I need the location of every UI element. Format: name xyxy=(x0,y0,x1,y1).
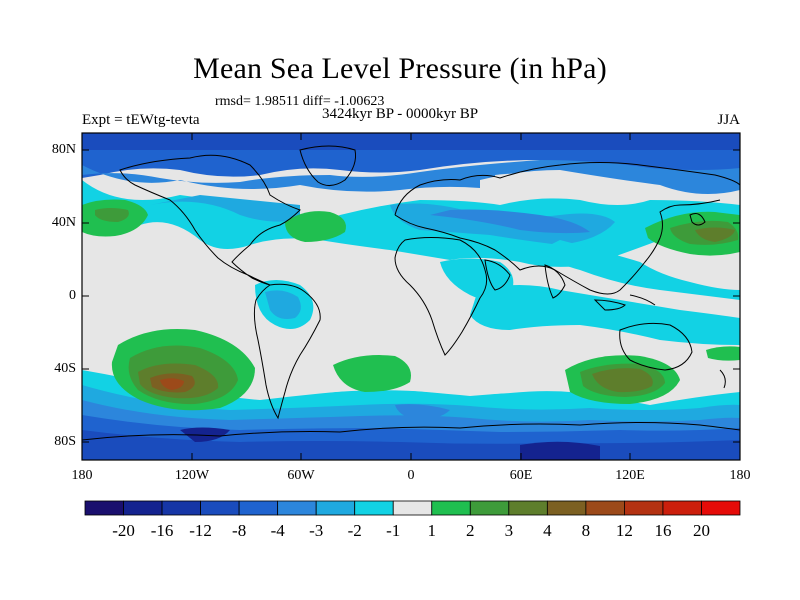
colorbar-label: 3 xyxy=(505,521,514,540)
colorbar-box xyxy=(624,500,664,516)
lat-label-40n: 40N xyxy=(51,215,76,230)
colorbar-box xyxy=(546,500,587,516)
colorbar-label: -16 xyxy=(151,521,174,540)
colorbar-label: 12 xyxy=(616,521,633,540)
rmsd-diff-stats: rmsd= 1.98511 diff= -1.00623 xyxy=(215,94,385,109)
lon-label-0: 0 xyxy=(407,468,415,483)
lon-label-180e: 180 xyxy=(729,468,751,483)
lon-label-60e: 60E xyxy=(509,468,533,483)
colorbar-label: 4 xyxy=(543,521,552,540)
lat-label-0: 0 xyxy=(69,288,76,303)
experiment-label: Expt = tEWtg-tevta xyxy=(82,112,200,128)
colorbar-box xyxy=(277,500,317,516)
season-label: JJA xyxy=(717,112,740,128)
lon-label-120e: 120E xyxy=(615,468,645,483)
colorbar-box xyxy=(123,500,163,516)
lat-label-80n: 80N xyxy=(51,142,76,157)
colorbar-label: -2 xyxy=(348,521,362,540)
colorbar-label: -12 xyxy=(189,521,212,540)
colorbar-label: 16 xyxy=(654,521,671,540)
colorbar-box xyxy=(354,500,394,516)
colorbar-label: 20 xyxy=(693,521,710,540)
colorbar-label: 1 xyxy=(428,521,437,540)
colorbar-box xyxy=(508,500,548,516)
lon-label-60w: 60W xyxy=(287,468,315,483)
lat-label-80s: 80S xyxy=(54,434,76,449)
colorbar-label: 8 xyxy=(582,521,591,540)
colorbar-labels: -20 -16 -12 -8 -4 -3 -2 -1 1 2 3 4 8 12 16 20 xyxy=(112,521,710,540)
lat-label-40s: 40S xyxy=(54,361,76,376)
colorbar-label: -20 xyxy=(112,521,135,540)
period-label: 3424kyr BP - 0000kyr BP xyxy=(322,106,479,122)
colorbar-box xyxy=(161,500,201,516)
colorbar-box xyxy=(84,500,124,516)
colorbar-boxes xyxy=(84,500,741,516)
colorbar-label: -4 xyxy=(271,521,286,540)
lon-label-180w: 180 xyxy=(71,468,93,483)
colorbar-box xyxy=(238,500,279,516)
colorbar-label: 2 xyxy=(466,521,475,540)
colorbar-box xyxy=(315,500,356,516)
coastlines xyxy=(82,145,740,441)
map-title: Mean Sea Level Pressure (in hPa) xyxy=(193,52,607,85)
colorbar-box xyxy=(662,500,702,516)
colorbar-box xyxy=(431,500,471,516)
colorbar-box xyxy=(200,500,240,516)
colorbar-label: -8 xyxy=(232,521,246,540)
lon-label-120w: 120W xyxy=(174,468,210,483)
colorbar-label: -3 xyxy=(309,521,323,540)
contour-field xyxy=(82,133,740,460)
colorbar-box xyxy=(392,500,433,516)
colorbar-label: -1 xyxy=(386,521,400,540)
colorbar: -20 -16 -12 -8 -4 -3 -2 -1 1 2 3 4 8 12 16 20 xyxy=(84,500,741,540)
colorbar-box xyxy=(585,500,625,516)
colorbar-box xyxy=(469,500,510,516)
colorbar-box xyxy=(701,500,741,516)
